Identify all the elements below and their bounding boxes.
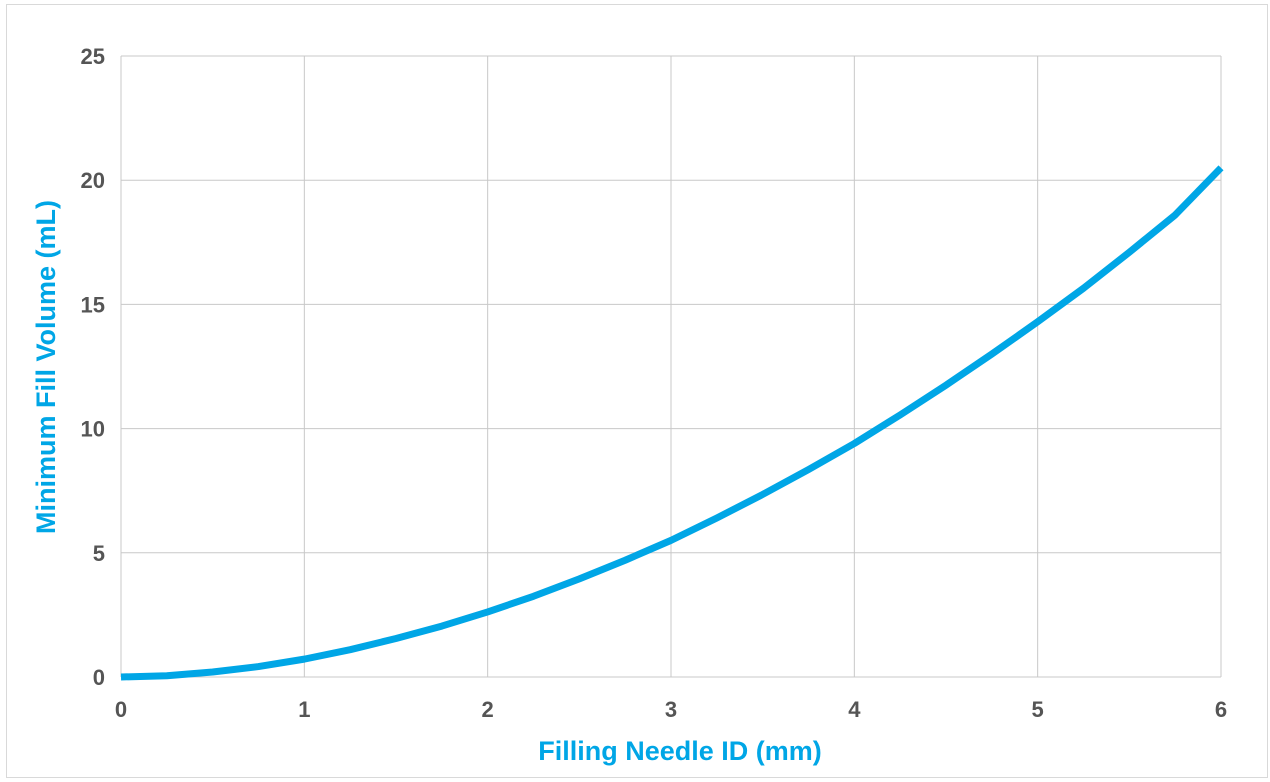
chart-frame [6, 4, 1268, 778]
y-axis-title: Minimum Fill Volume (mL) [31, 200, 61, 534]
x-tick-label: 3 [665, 697, 677, 722]
x-axis-title: Filling Needle ID (mm) [538, 736, 822, 766]
x-tick-label: 2 [482, 697, 494, 722]
series-layer [120, 165, 1224, 681]
x-tick-labels: 0 1 2 3 4 5 6 [115, 697, 1227, 722]
y-tick-label: 15 [81, 292, 105, 317]
x-tick-label: 1 [298, 697, 310, 722]
grid-lines [120, 55, 1222, 678]
y-tick-label: 25 [81, 44, 105, 69]
x-tick-label: 5 [1032, 697, 1044, 722]
y-tick-labels: 0 5 10 15 20 25 [81, 44, 105, 690]
series-line [120, 165, 1224, 681]
y-tick-label: 10 [81, 417, 105, 442]
y-tick-label: 0 [93, 665, 105, 690]
x-tick-label: 4 [848, 697, 861, 722]
y-tick-label: 5 [93, 541, 105, 566]
x-tick-label: 6 [1215, 697, 1227, 722]
y-tick-label: 20 [81, 168, 105, 193]
x-tick-label: 0 [115, 697, 127, 722]
